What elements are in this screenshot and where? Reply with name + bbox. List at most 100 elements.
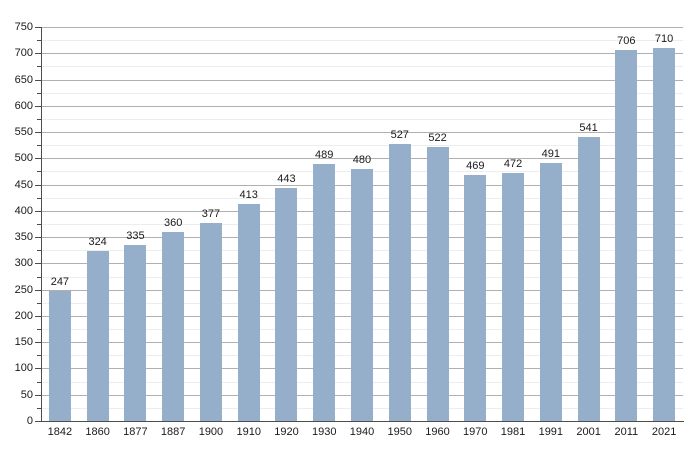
- bar[interactable]: [124, 245, 147, 421]
- bar[interactable]: [86, 250, 109, 421]
- y-tick-mark-minor: [37, 250, 41, 252]
- y-tick-mark: [35, 158, 41, 160]
- x-tick-label: 1940: [349, 426, 375, 438]
- y-tick-label: 300: [14, 257, 33, 270]
- bar[interactable]: [615, 50, 638, 421]
- x-tick-label: 1950: [387, 426, 412, 438]
- bar-slot: 247: [41, 27, 79, 421]
- y-tick-label: 250: [14, 283, 33, 296]
- x-tick-label: 1877: [123, 426, 148, 438]
- bar-value-label: 480: [352, 153, 372, 166]
- bar-value-label: 491: [541, 148, 560, 161]
- bar-slot: 491: [532, 27, 570, 421]
- y-tick-mark-minor: [37, 197, 41, 199]
- y-tick-mark: [35, 53, 41, 55]
- x-tick-label: 1960: [425, 426, 450, 438]
- y-tick-mark: [35, 210, 41, 212]
- x-axis-line: [41, 421, 684, 422]
- bar-value-label: 710: [654, 33, 674, 46]
- gridline-major: [41, 79, 683, 81]
- bar-value-label: 541: [579, 121, 598, 134]
- bar-value-label: 443: [277, 173, 296, 186]
- bar[interactable]: [237, 204, 260, 421]
- y-tick-mark: [35, 27, 41, 28]
- bar-value-label: 377: [201, 207, 221, 220]
- bar[interactable]: [653, 48, 676, 421]
- bar[interactable]: [502, 173, 525, 421]
- bar-value-label: 335: [126, 230, 145, 243]
- bar[interactable]: [464, 174, 487, 421]
- y-tick-mark-minor: [37, 171, 41, 173]
- y-tick-label: 700: [14, 47, 33, 60]
- bar-slot: 324: [79, 27, 117, 421]
- bar-value-label: 489: [315, 149, 334, 162]
- y-tick-mark: [35, 394, 41, 396]
- y-tick-mark-minor: [37, 118, 41, 120]
- y-tick-mark: [35, 79, 41, 81]
- gridline-major: [41, 53, 683, 55]
- x-tick-label: 2011: [614, 426, 639, 438]
- x-tick-label: 2021: [651, 426, 677, 438]
- x-tick-label: 1920: [274, 426, 299, 438]
- bar-slot: 480: [343, 27, 381, 421]
- bar-slot: 360: [154, 27, 192, 421]
- y-tick-mark-minor: [37, 407, 41, 409]
- y-tick-label: 350: [14, 231, 33, 244]
- bar-value-label: 324: [88, 235, 107, 248]
- y-tick-label: 550: [14, 126, 33, 139]
- y-tick-label: 750: [14, 21, 33, 33]
- y-tick-mark: [35, 263, 41, 265]
- bar[interactable]: [313, 164, 336, 421]
- gridline-minor: [41, 92, 683, 94]
- x-tick-label: 1991: [538, 426, 564, 438]
- gridline-major: [41, 105, 683, 107]
- y-tick-mark-minor: [37, 329, 41, 331]
- bar[interactable]: [350, 168, 373, 421]
- y-tick-mark: [35, 421, 41, 422]
- bar-value-label: 413: [239, 189, 258, 202]
- y-tick-mark-minor: [37, 40, 41, 42]
- gridline-minor: [41, 66, 683, 68]
- bar[interactable]: [199, 222, 222, 421]
- y-tick-mark: [35, 342, 41, 344]
- y-tick-label: 650: [14, 73, 33, 86]
- y-tick-mark-minor: [37, 302, 41, 304]
- bar-value-label: 706: [617, 35, 636, 48]
- y-tick-mark-minor: [37, 92, 41, 94]
- bar-slot: 472: [494, 27, 532, 421]
- bar[interactable]: [162, 231, 185, 421]
- x-axis-labels: 1842 1860 1877 1887 1900 1910 1920 1930 1940 1950…: [41, 424, 683, 444]
- y-tick-label: 50: [20, 388, 33, 401]
- bar[interactable]: [48, 291, 71, 421]
- bar-value-label: 247: [50, 276, 70, 289]
- y-tick-mark: [35, 184, 41, 186]
- bar-value-label: 472: [503, 158, 523, 171]
- y-tick-label: 100: [14, 362, 33, 375]
- x-tick-label: 1970: [463, 426, 488, 438]
- bar-slot: 710: [645, 27, 683, 421]
- gridline-minor: [41, 145, 683, 147]
- y-tick-mark-minor: [37, 355, 41, 357]
- gridline-major: [41, 27, 683, 28]
- bar[interactable]: [388, 144, 411, 421]
- bar-value-label: 360: [163, 216, 183, 229]
- x-tick-label: 1900: [198, 426, 224, 438]
- bar[interactable]: [275, 188, 298, 421]
- bar[interactable]: [426, 146, 449, 421]
- bar-slot: 413: [230, 27, 268, 421]
- bar[interactable]: [577, 136, 600, 421]
- y-tick-label: 500: [14, 152, 33, 165]
- y-tick-mark: [35, 237, 41, 239]
- y-tick-mark-minor: [37, 381, 41, 383]
- x-tick-label: 1910: [236, 426, 261, 438]
- x-tick-label: 2001: [576, 426, 601, 438]
- bar-value-label: 469: [466, 159, 485, 172]
- bar[interactable]: [539, 163, 562, 421]
- y-tick-label: 150: [14, 336, 33, 349]
- bar-slot: 489: [305, 27, 343, 421]
- y-tick-label: 450: [14, 178, 33, 191]
- y-tick-mark-minor: [37, 145, 41, 147]
- y-tick-mark-minor: [37, 276, 41, 278]
- bars-layer: 247 324 335 360 377 413 443 489 480 527 522 469 472 4…: [41, 27, 683, 421]
